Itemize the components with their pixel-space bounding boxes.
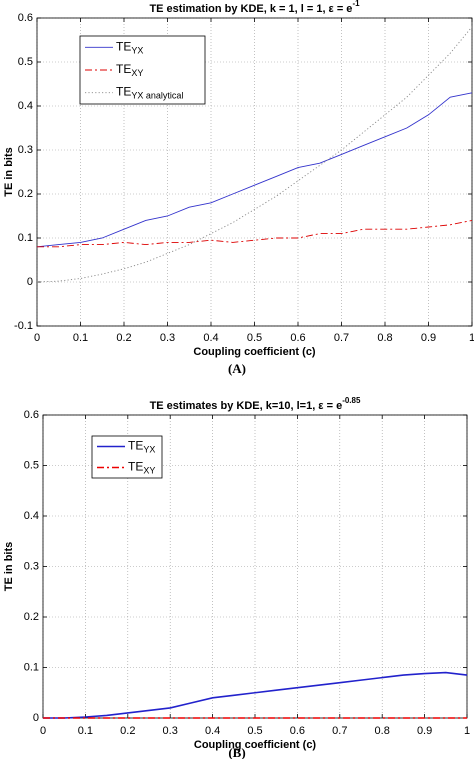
- x-tick-label: 0.4: [205, 725, 220, 737]
- axes-frame: [36, 17, 473, 327]
- legend-label: TEXY: [128, 460, 155, 476]
- panel-label: (B): [228, 745, 245, 759]
- legend-label: TEYX analytical: [116, 85, 183, 101]
- x-tick-label: 1: [464, 725, 470, 737]
- x-tick-label: 0.3: [160, 332, 175, 344]
- legend-box: [91, 435, 163, 479]
- y-tick-label: 0.4: [18, 100, 33, 112]
- y-tick-label: 0.1: [24, 661, 39, 673]
- x-axis-label: Coupling coefficient (c): [194, 739, 317, 751]
- series-line: [43, 671, 468, 719]
- x-tick-label: 0: [40, 725, 46, 737]
- y-tick-label: 0.3: [18, 144, 33, 156]
- y-tick-label: 0.6: [18, 12, 33, 24]
- y-tick-label: 0.2: [24, 611, 39, 623]
- y-tick-label: 0.5: [24, 459, 39, 471]
- title-text: TE estimation by KDE, k = 1, l = 1, ε = …: [149, 3, 352, 15]
- x-tick-label: 0.1: [78, 725, 93, 737]
- y-axis-label: TE in bits: [3, 542, 15, 592]
- series-line: [36, 26, 473, 283]
- x-tick-label: 0.6: [290, 332, 305, 344]
- y-axis-label: TE in bits: [3, 147, 15, 197]
- y-tick-label: 0.2: [18, 188, 33, 200]
- x-tick-label: 1: [469, 332, 474, 344]
- legend-subscript: YX analytical: [131, 91, 183, 101]
- y-tick-label: 0: [27, 276, 33, 288]
- title-superscript: -0.85: [342, 396, 361, 405]
- series-line: [36, 92, 473, 248]
- y-tick-label: 0.6: [24, 409, 39, 421]
- legend-label: TEYX: [116, 40, 143, 56]
- x-axis-label: Coupling coefficient (c): [193, 346, 316, 358]
- chart: TE estimation by KDE, k = 1, l = 1, ε = …: [3, 0, 474, 376]
- panel-label: (A): [228, 361, 246, 376]
- x-tick-label: 0.8: [377, 332, 392, 344]
- legend-name: TE: [116, 40, 131, 54]
- legend-name: TE: [128, 460, 143, 474]
- x-tick-label: 0.6: [290, 725, 305, 737]
- chart: TE estimates by KDE, k=10, l=1, ε = e-0.…: [3, 396, 470, 759]
- chart-title: TE estimates by KDE, k=10, l=1, ε = e-0.…: [150, 396, 361, 412]
- series-line: [37, 219, 473, 248]
- legend-subscript: YX: [131, 46, 143, 56]
- legend-name: TE: [128, 439, 143, 453]
- y-tick-label: 0.3: [24, 560, 39, 572]
- y-tick-label: 0.4: [24, 510, 39, 522]
- x-tick-label: 0.2: [116, 332, 131, 344]
- legend-subscript: XY: [143, 466, 155, 476]
- x-tick-label: 0.9: [417, 725, 432, 737]
- x-tick-label: 0.3: [163, 725, 178, 737]
- legend-subscript: XY: [131, 68, 143, 78]
- y-tick-label: 0.1: [18, 232, 33, 244]
- x-tick-label: 0.4: [203, 332, 218, 344]
- y-tick-label: 0: [33, 712, 39, 724]
- legend-label: TEXY: [116, 62, 143, 78]
- x-tick-label: 0.7: [334, 332, 349, 344]
- x-tick-label: 0.1: [73, 332, 88, 344]
- title-text: TE estimates by KDE, k=10, l=1, ε = e: [150, 400, 343, 412]
- chart-title: TE estimation by KDE, k = 1, l = 1, ε = …: [149, 0, 360, 15]
- x-tick-label: 0.7: [332, 725, 347, 737]
- y-tick-label: 0.5: [18, 56, 33, 68]
- x-tick-label: 0: [34, 332, 40, 344]
- x-tick-label: 0.2: [120, 725, 135, 737]
- legend-name: TE: [116, 85, 131, 99]
- x-tick-label: 0.9: [421, 332, 436, 344]
- legend-subscript: YX: [143, 445, 155, 455]
- legend-name: TE: [116, 62, 131, 76]
- title-superscript: -1: [352, 0, 360, 8]
- x-tick-label: 0.8: [375, 725, 390, 737]
- x-tick-label: 0.5: [247, 725, 262, 737]
- x-tick-label: 0.5: [247, 332, 262, 344]
- legend-label: TEYX: [128, 439, 155, 455]
- y-tick-label: -0.1: [14, 320, 33, 332]
